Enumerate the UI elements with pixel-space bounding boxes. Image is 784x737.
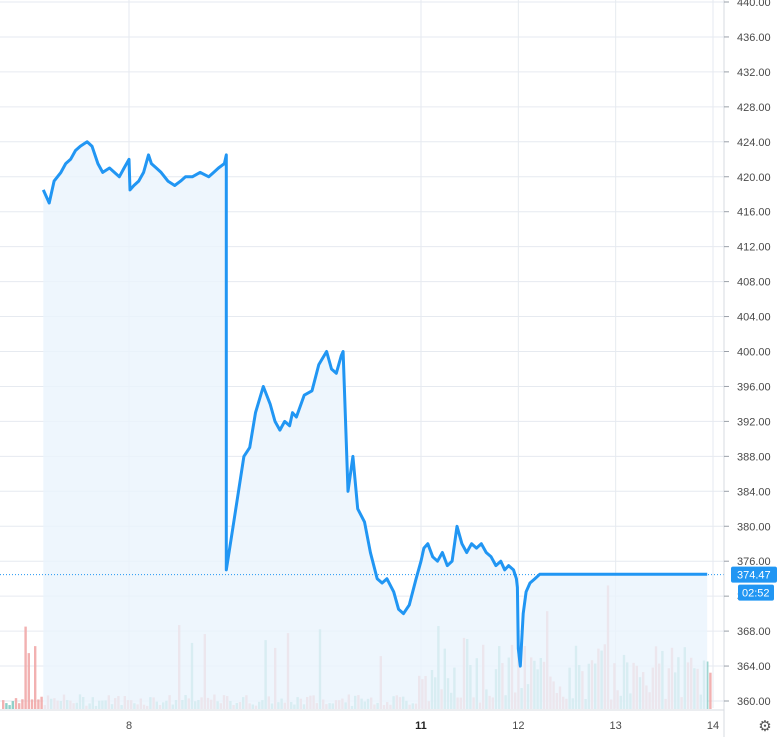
price-axis[interactable]: 360.00364.00368.00372.00376.00380.00384.… xyxy=(723,0,771,737)
y-tick-label: 360.00 xyxy=(737,696,771,708)
x-tick-label: 11 xyxy=(415,720,427,732)
y-tick-label: 416.00 xyxy=(737,207,771,219)
x-tick-label: 13 xyxy=(610,720,622,732)
last-price-badge-bg xyxy=(731,566,777,583)
price-area-fill xyxy=(43,141,708,710)
countdown-value: 02:52 xyxy=(742,588,770,600)
y-tick-label: 436.00 xyxy=(737,32,771,44)
volume-bar xyxy=(21,699,24,709)
volume-bar xyxy=(34,646,37,709)
volume-bar xyxy=(14,698,18,709)
y-tick-label: 388.00 xyxy=(737,451,771,463)
y-tick-label: 368.00 xyxy=(737,626,771,638)
countdown-badge-bg xyxy=(738,584,774,601)
volume-bar xyxy=(2,700,5,709)
volume-bar xyxy=(27,653,30,709)
x-tick-label: 14 xyxy=(707,720,719,732)
y-tick-label: 384.00 xyxy=(737,486,771,498)
volume-bar xyxy=(37,699,40,709)
y-tick-label: 424.00 xyxy=(737,137,771,149)
price-line xyxy=(41,140,708,668)
y-tick-label: 396.00 xyxy=(737,381,771,393)
y-tick-label: 420.00 xyxy=(737,172,771,184)
y-tick-label: 376.00 xyxy=(737,556,771,568)
last-price-value: 374.47 xyxy=(737,570,771,582)
last-price-badge: 374.47 xyxy=(731,566,777,583)
gear-icon[interactable]: ⚙ xyxy=(758,718,771,735)
y-tick-label: 392.00 xyxy=(737,416,771,428)
volume-bar xyxy=(11,701,14,709)
y-tick-label: 440.00 xyxy=(737,0,771,9)
volume-bar xyxy=(24,626,27,709)
countdown-badge: 02:52 xyxy=(738,584,774,601)
volume-bar xyxy=(40,696,43,709)
x-tick-label: 8 xyxy=(126,720,132,732)
volume-bar xyxy=(8,705,11,709)
volume-bar xyxy=(5,703,8,709)
volume-bar xyxy=(18,703,21,709)
x-tick-label: 12 xyxy=(512,720,524,732)
volume-bar xyxy=(30,699,34,709)
time-axis[interactable]: 8 11 12 13 14 xyxy=(0,709,724,732)
y-tick-label: 380.00 xyxy=(737,521,771,533)
y-tick-label: 408.00 xyxy=(737,277,771,289)
settings-button[interactable]: ⚙ xyxy=(758,718,771,735)
y-tick-label: 400.00 xyxy=(737,347,771,359)
y-tick-label: 364.00 xyxy=(737,661,771,673)
volume-bar xyxy=(709,672,712,709)
y-tick-label: 428.00 xyxy=(737,102,771,114)
y-tick-label: 404.00 xyxy=(737,312,771,324)
y-tick-label: 412.00 xyxy=(737,242,771,254)
y-tick-label: 432.00 xyxy=(737,67,771,79)
